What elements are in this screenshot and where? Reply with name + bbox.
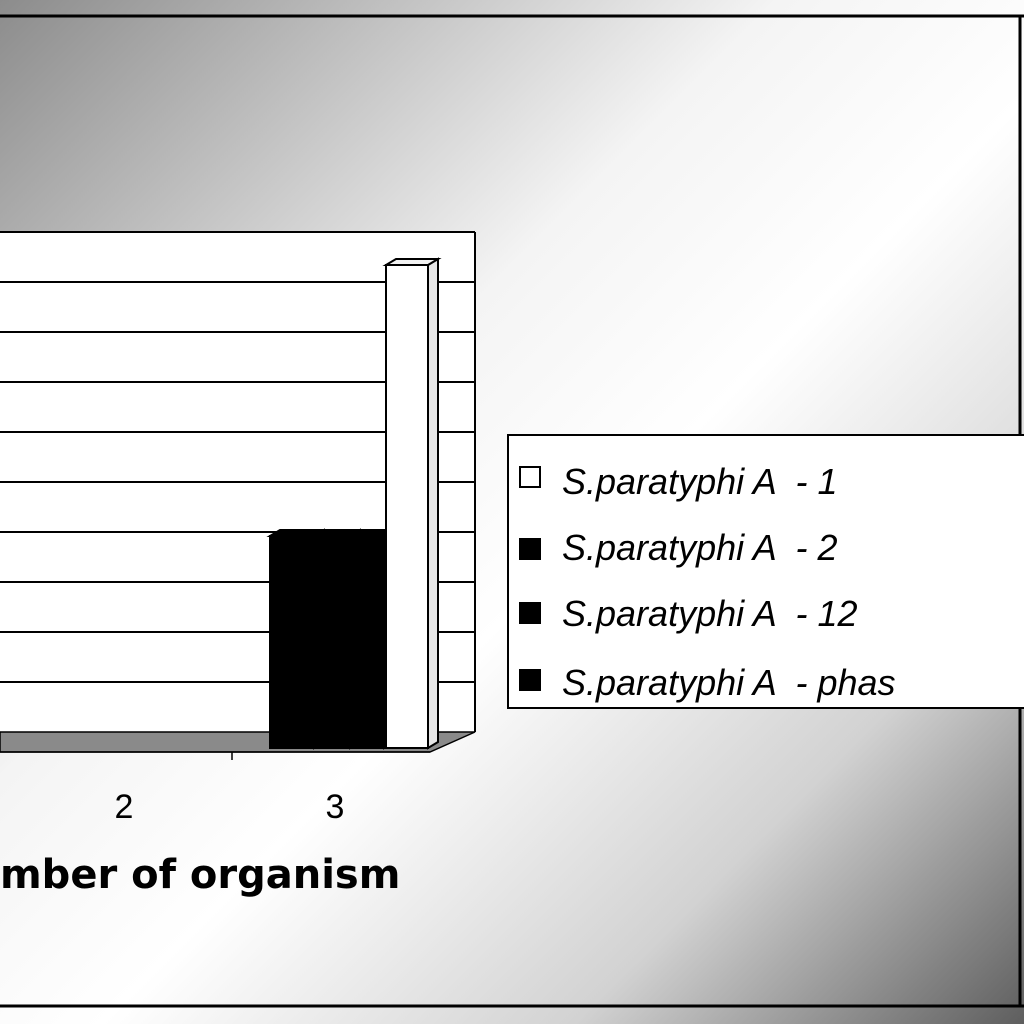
bar-front-face (269, 535, 315, 749)
legend-label-3: S.paratyphi A - 12 (562, 593, 858, 634)
legend-box (507, 434, 1024, 709)
legend-label-4: S.paratyphi A - phas (562, 662, 896, 703)
x-tick-label-2: 2 (115, 788, 134, 826)
bar-front-face (311, 535, 351, 749)
legend-label-2: S.paratyphi A - 2 (562, 527, 837, 568)
bars-group (266, 257, 442, 750)
legend: S.paratyphi A - 1 S.paratyphi A - 2 S.pa… (507, 434, 1024, 709)
legend-label-1: S.paratyphi A - 1 (562, 461, 837, 502)
legend-swatch-2 (519, 538, 541, 560)
bar-side-face (427, 257, 439, 750)
bar-front-face (385, 264, 429, 749)
x-tick-label-3: 3 (326, 788, 345, 826)
legend-swatch-4 (519, 669, 541, 691)
bar-front-face (345, 535, 385, 749)
x-axis-title: mber of organism (0, 852, 400, 898)
bar-series-1-category-3 (382, 257, 442, 750)
legend-swatch-3 (519, 602, 541, 624)
legend-swatch-1 (519, 466, 541, 488)
